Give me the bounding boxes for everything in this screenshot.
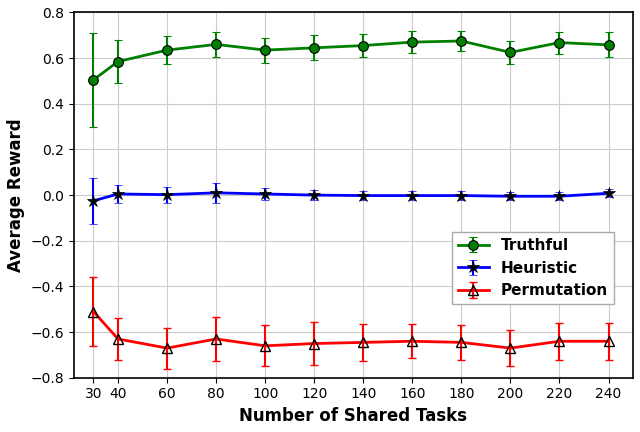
Legend: Truthful, Heuristic, Permutation: Truthful, Heuristic, Permutation bbox=[452, 232, 614, 305]
Y-axis label: Average Reward: Average Reward bbox=[7, 118, 25, 272]
X-axis label: Number of Shared Tasks: Number of Shared Tasks bbox=[239, 407, 467, 425]
